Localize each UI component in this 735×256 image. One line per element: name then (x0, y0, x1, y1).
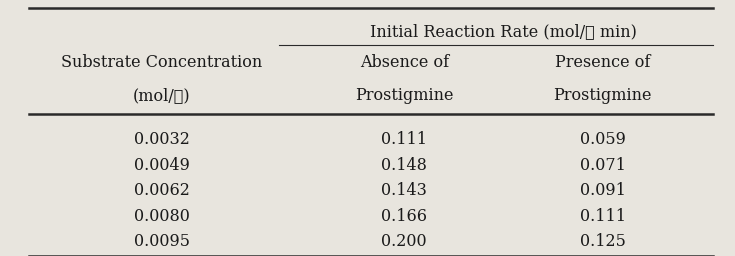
Text: 0.125: 0.125 (580, 233, 625, 250)
Text: Presence of: Presence of (555, 54, 650, 71)
Text: Prostigmine: Prostigmine (355, 88, 453, 104)
Text: 0.111: 0.111 (580, 208, 625, 225)
Text: Initial Reaction Rate (mol/ℓ min): Initial Reaction Rate (mol/ℓ min) (370, 24, 637, 40)
Text: 0.143: 0.143 (381, 182, 427, 199)
Text: 0.166: 0.166 (381, 208, 427, 225)
Text: 0.059: 0.059 (580, 131, 625, 148)
Text: 0.091: 0.091 (580, 182, 625, 199)
Text: 0.0095: 0.0095 (134, 233, 190, 250)
Text: Absence of: Absence of (359, 54, 449, 71)
Text: Substrate Concentration: Substrate Concentration (61, 54, 262, 71)
Text: 0.0049: 0.0049 (134, 157, 190, 174)
Text: 0.111: 0.111 (381, 131, 427, 148)
Text: 0.148: 0.148 (381, 157, 427, 174)
Text: 0.0032: 0.0032 (134, 131, 190, 148)
Text: 0.0080: 0.0080 (134, 208, 190, 225)
Text: (mol/ℓ): (mol/ℓ) (133, 88, 190, 104)
Text: 0.071: 0.071 (580, 157, 625, 174)
Text: 0.0062: 0.0062 (134, 182, 190, 199)
Text: 0.200: 0.200 (381, 233, 427, 250)
Text: Prostigmine: Prostigmine (553, 88, 652, 104)
